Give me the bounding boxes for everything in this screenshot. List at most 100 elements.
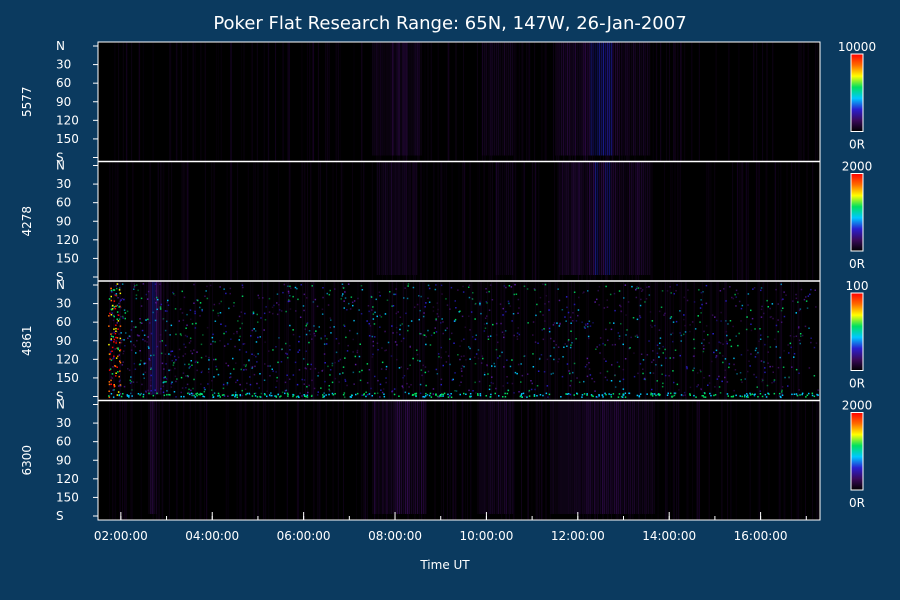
speckle-south bbox=[274, 395, 276, 397]
speckle bbox=[555, 344, 557, 346]
band-streak bbox=[564, 42, 567, 156]
speckle bbox=[683, 318, 685, 321]
band-streak bbox=[384, 42, 386, 156]
speckle bbox=[733, 389, 735, 392]
speckle-south bbox=[670, 392, 672, 395]
speckle bbox=[122, 317, 124, 319]
faint-streak bbox=[391, 161, 393, 281]
speckle bbox=[397, 311, 399, 313]
activity-band bbox=[555, 42, 582, 156]
speckle bbox=[518, 333, 521, 336]
speckle bbox=[400, 366, 402, 368]
speckle-south bbox=[595, 396, 598, 398]
speckle bbox=[756, 386, 758, 388]
speckle bbox=[648, 340, 650, 342]
speckle bbox=[633, 352, 635, 354]
speckle bbox=[346, 350, 349, 352]
speckle bbox=[420, 369, 423, 371]
speckle-south bbox=[793, 393, 796, 395]
speckle-south bbox=[142, 393, 145, 396]
speckle bbox=[421, 374, 423, 377]
speckle bbox=[696, 372, 699, 374]
faint-streak bbox=[133, 281, 135, 401]
speckle bbox=[781, 386, 784, 388]
speckle-hot bbox=[115, 324, 117, 326]
speckle bbox=[334, 288, 336, 290]
speckle bbox=[399, 316, 402, 318]
speckle bbox=[182, 355, 184, 357]
speckle bbox=[486, 315, 488, 317]
band-streak bbox=[402, 161, 404, 275]
speckle bbox=[471, 298, 474, 300]
speckle bbox=[119, 379, 121, 382]
band-streak bbox=[619, 400, 622, 514]
faint-streak bbox=[497, 281, 499, 401]
speckle bbox=[793, 356, 795, 358]
faint-streak bbox=[766, 42, 768, 162]
speckle-south bbox=[292, 395, 294, 398]
faint-streak bbox=[634, 42, 636, 162]
faint-streak bbox=[318, 161, 320, 281]
speckle bbox=[606, 299, 608, 301]
speckle bbox=[149, 359, 151, 361]
x-tick-label: 10:00:00 bbox=[459, 529, 513, 543]
band-streak bbox=[156, 281, 158, 395]
faint-streak bbox=[521, 161, 523, 281]
faint-streak bbox=[513, 400, 515, 520]
speckle bbox=[174, 308, 177, 310]
speckle bbox=[360, 285, 363, 287]
speckle-south bbox=[485, 395, 487, 397]
speckle bbox=[815, 306, 817, 308]
faint-streak bbox=[583, 42, 585, 162]
speckle bbox=[799, 342, 801, 345]
speckle bbox=[578, 296, 580, 299]
faint-streak bbox=[527, 42, 529, 162]
speckle bbox=[577, 309, 580, 311]
speckle-south bbox=[591, 395, 593, 397]
speckle bbox=[469, 347, 471, 350]
speckle bbox=[468, 389, 470, 392]
band-streak bbox=[380, 400, 382, 514]
faint-streak bbox=[241, 281, 243, 401]
speckle-hot bbox=[108, 343, 110, 346]
faint-streak bbox=[781, 281, 782, 401]
speckle bbox=[331, 362, 334, 365]
speckle-south bbox=[598, 394, 600, 396]
faint-streak bbox=[309, 42, 311, 162]
faint-streak bbox=[578, 161, 580, 281]
speckle bbox=[787, 344, 789, 346]
speckle bbox=[134, 345, 137, 348]
speckle-hot bbox=[108, 315, 110, 317]
faint-streak bbox=[709, 281, 711, 401]
speckle bbox=[140, 297, 143, 300]
speckle bbox=[524, 355, 526, 357]
speckle bbox=[658, 356, 660, 358]
faint-streak bbox=[587, 400, 589, 520]
faint-streak bbox=[665, 400, 667, 520]
speckle bbox=[272, 370, 274, 372]
speckle bbox=[136, 284, 138, 286]
faint-streak bbox=[176, 400, 178, 520]
speckle bbox=[746, 393, 748, 395]
band-streak bbox=[400, 400, 402, 514]
faint-streak bbox=[200, 400, 202, 520]
faint-streak bbox=[556, 42, 558, 162]
speckle bbox=[308, 341, 310, 344]
faint-streak bbox=[405, 42, 407, 162]
faint-streak bbox=[746, 161, 748, 281]
faint-streak bbox=[779, 281, 781, 401]
faint-streak bbox=[581, 400, 583, 520]
faint-streak bbox=[168, 281, 170, 401]
faint-streak bbox=[638, 161, 640, 281]
faint-streak bbox=[211, 161, 213, 281]
faint-streak bbox=[236, 400, 238, 520]
speckle bbox=[701, 303, 703, 306]
speckle-south bbox=[183, 395, 185, 398]
band-streak bbox=[499, 161, 501, 275]
faint-streak bbox=[376, 42, 378, 162]
band-streak bbox=[622, 42, 625, 156]
speckle bbox=[542, 394, 544, 397]
faint-streak bbox=[563, 42, 565, 162]
speckle bbox=[614, 374, 616, 376]
speckle bbox=[372, 345, 375, 347]
